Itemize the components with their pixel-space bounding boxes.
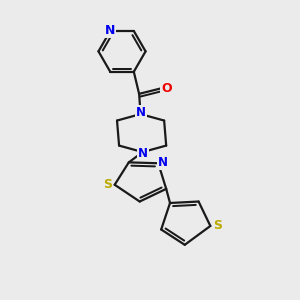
Text: N: N bbox=[138, 147, 148, 160]
Text: S: S bbox=[213, 220, 222, 232]
Text: N: N bbox=[136, 106, 146, 119]
Text: N: N bbox=[104, 25, 115, 38]
Text: S: S bbox=[103, 178, 112, 191]
Text: N: N bbox=[158, 156, 168, 169]
Text: O: O bbox=[161, 82, 172, 95]
